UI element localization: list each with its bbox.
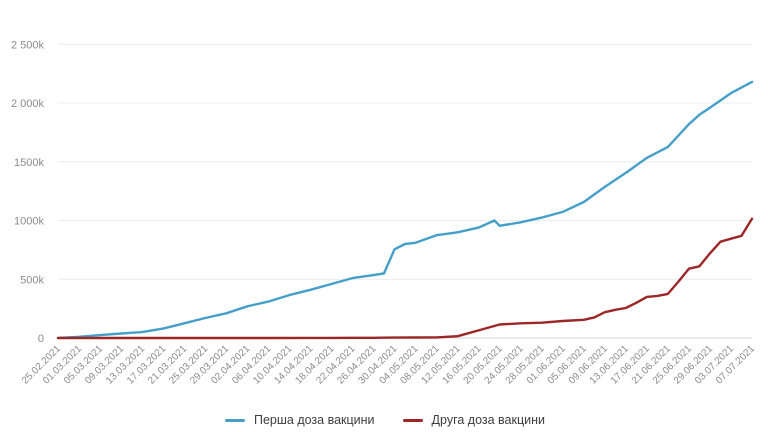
legend-label-second-dose: Друга доза вакцини (431, 413, 545, 427)
y-axis-tick-label: 0 (38, 333, 44, 345)
legend-item-first-dose[interactable]: Перша доза вакцини (224, 413, 375, 427)
legend-swatch-second-dose-icon (402, 418, 423, 422)
legend-label-first-dose: Перша доза вакцини (253, 413, 375, 427)
chart-legend: Перша доза вакцини Друга доза вакцини (0, 413, 770, 427)
y-axis-tick-label: 2 500k (11, 39, 45, 51)
legend-swatch-first-dose-icon (224, 418, 245, 422)
series-line-first-dose (56, 80, 754, 340)
y-axis-tick-label: 500k (20, 274, 44, 286)
y-axis-tick-label: 1500k (14, 157, 44, 169)
legend-item-second-dose[interactable]: Друга доза вакцини (402, 413, 545, 427)
series-line-second-dose (56, 217, 754, 340)
y-axis-tick-label: 2 000k (11, 98, 45, 110)
y-axis-tick-label: 1000k (14, 216, 44, 228)
